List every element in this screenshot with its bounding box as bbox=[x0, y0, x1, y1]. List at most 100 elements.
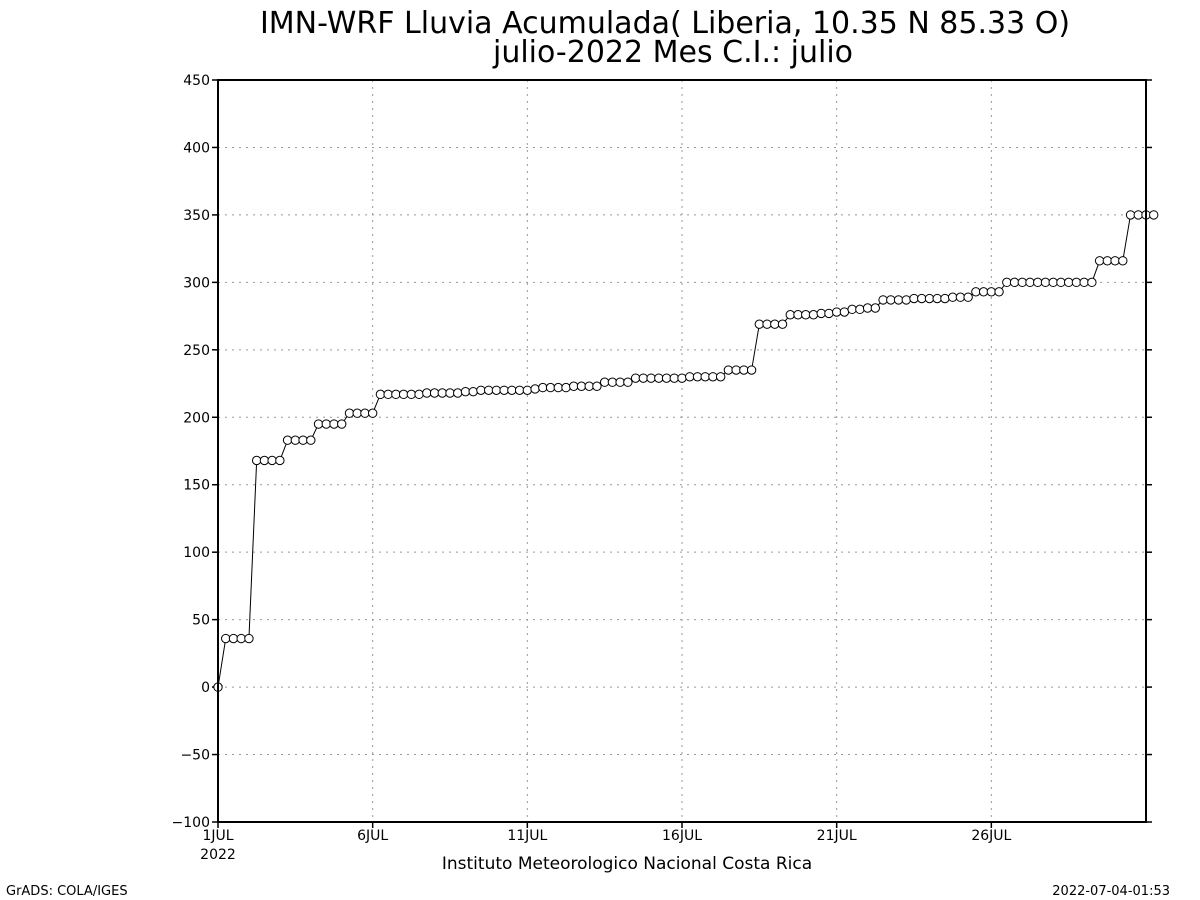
data-point bbox=[476, 385, 486, 395]
data-point bbox=[290, 435, 301, 445]
data-point bbox=[862, 303, 873, 313]
x-axis-ticks: 1JUL 6JUL 11JUL 16JUL 21JUL 26JUL bbox=[202, 822, 1012, 844]
data-point bbox=[971, 287, 981, 297]
data-point bbox=[685, 372, 695, 382]
data-point bbox=[259, 455, 270, 466]
data-point bbox=[615, 377, 625, 387]
data-point bbox=[692, 372, 703, 382]
data-point bbox=[1025, 277, 1035, 288]
data-point bbox=[514, 385, 525, 395]
data-point bbox=[654, 373, 664, 383]
data-point bbox=[244, 633, 254, 644]
data-point bbox=[561, 382, 571, 393]
data-point bbox=[367, 408, 378, 418]
data-point bbox=[955, 292, 966, 302]
y-tick-label: 100 bbox=[183, 545, 210, 561]
data-point bbox=[1118, 256, 1128, 266]
data-point bbox=[414, 389, 424, 400]
data-point bbox=[1110, 256, 1120, 266]
data-point bbox=[723, 365, 734, 375]
plot-frame bbox=[217, 79, 1147, 823]
chart-title: IMN-WRF Lluvia Acumulada( Liberia, 10.35… bbox=[260, 6, 1070, 41]
data-point bbox=[901, 295, 911, 305]
data-point bbox=[406, 389, 417, 400]
data-point bbox=[831, 307, 842, 317]
data-point bbox=[375, 389, 386, 400]
data-point bbox=[1149, 210, 1159, 220]
data-point bbox=[468, 386, 478, 397]
gridlines bbox=[218, 80, 1146, 822]
data-point bbox=[522, 385, 533, 395]
x-tick-label: 6JUL bbox=[357, 828, 388, 844]
data-point bbox=[661, 373, 672, 383]
data-point bbox=[221, 633, 231, 644]
data-point bbox=[978, 287, 989, 297]
data-point bbox=[236, 633, 246, 644]
data-point bbox=[646, 373, 656, 383]
data-point bbox=[607, 377, 618, 387]
data-point bbox=[1063, 277, 1074, 288]
data-point bbox=[1056, 277, 1066, 288]
data-point bbox=[1033, 277, 1043, 288]
data-point bbox=[282, 435, 293, 445]
data-point bbox=[398, 389, 409, 400]
x-tick-label: 21JUL bbox=[817, 828, 857, 844]
data-point bbox=[1040, 277, 1051, 288]
data-point bbox=[816, 308, 826, 319]
data-point bbox=[940, 293, 950, 304]
data-point bbox=[352, 408, 362, 418]
y-tick-label: −100 bbox=[172, 815, 210, 831]
data-point bbox=[507, 385, 517, 395]
data-point bbox=[491, 385, 502, 395]
data-point bbox=[599, 377, 610, 387]
data-point bbox=[909, 293, 919, 304]
data-point bbox=[886, 295, 896, 305]
data-point bbox=[785, 310, 795, 320]
data-point bbox=[847, 304, 857, 315]
y-tick-label: 400 bbox=[183, 140, 210, 156]
data-point bbox=[360, 408, 370, 418]
data-point bbox=[483, 385, 494, 395]
y-tick-label: 150 bbox=[183, 478, 210, 494]
footer-credit: GrADS: COLA/IGES bbox=[6, 884, 128, 899]
data-point bbox=[824, 308, 834, 319]
data-point bbox=[777, 319, 788, 329]
data-point bbox=[306, 435, 316, 445]
y-axis-ticks: −100 −50 0 50 100 150 200 250 300 350 400 450 bbox=[172, 73, 1152, 831]
data-point bbox=[855, 304, 865, 315]
data-point bbox=[1094, 256, 1105, 266]
data-point bbox=[739, 365, 749, 375]
data-point bbox=[344, 408, 355, 418]
y-tick-label: 300 bbox=[183, 275, 210, 291]
data-point bbox=[298, 435, 308, 445]
data-point bbox=[700, 372, 710, 382]
data-point bbox=[422, 388, 432, 398]
data-point bbox=[963, 292, 973, 302]
data-point bbox=[793, 310, 803, 320]
data-point bbox=[1133, 210, 1143, 220]
x-axis-label: Instituto Meteorologico Nacional Costa R… bbox=[442, 854, 812, 874]
data-point bbox=[932, 293, 942, 304]
series-group bbox=[213, 210, 1159, 692]
data-point bbox=[499, 385, 509, 395]
data-point bbox=[708, 372, 718, 382]
data-point bbox=[839, 307, 850, 317]
data-point bbox=[623, 377, 633, 387]
data-point bbox=[677, 373, 687, 383]
data-point bbox=[1071, 277, 1082, 288]
data-point bbox=[1125, 210, 1136, 220]
data-point bbox=[1102, 256, 1113, 266]
data-point bbox=[1087, 277, 1097, 288]
data-point bbox=[731, 365, 741, 375]
data-point bbox=[924, 293, 935, 304]
x-tick-label: 26JUL bbox=[971, 828, 1011, 844]
data-point bbox=[445, 388, 455, 398]
x-tick-label: 1JUL bbox=[202, 828, 233, 844]
y-tick-label: 0 bbox=[201, 680, 210, 696]
chart-subtitle: julio-2022 Mes C.I.: julio bbox=[492, 35, 853, 70]
data-point bbox=[947, 292, 958, 302]
data-point bbox=[576, 381, 587, 391]
data-point bbox=[870, 303, 881, 313]
y-tick-label: 250 bbox=[183, 343, 210, 359]
